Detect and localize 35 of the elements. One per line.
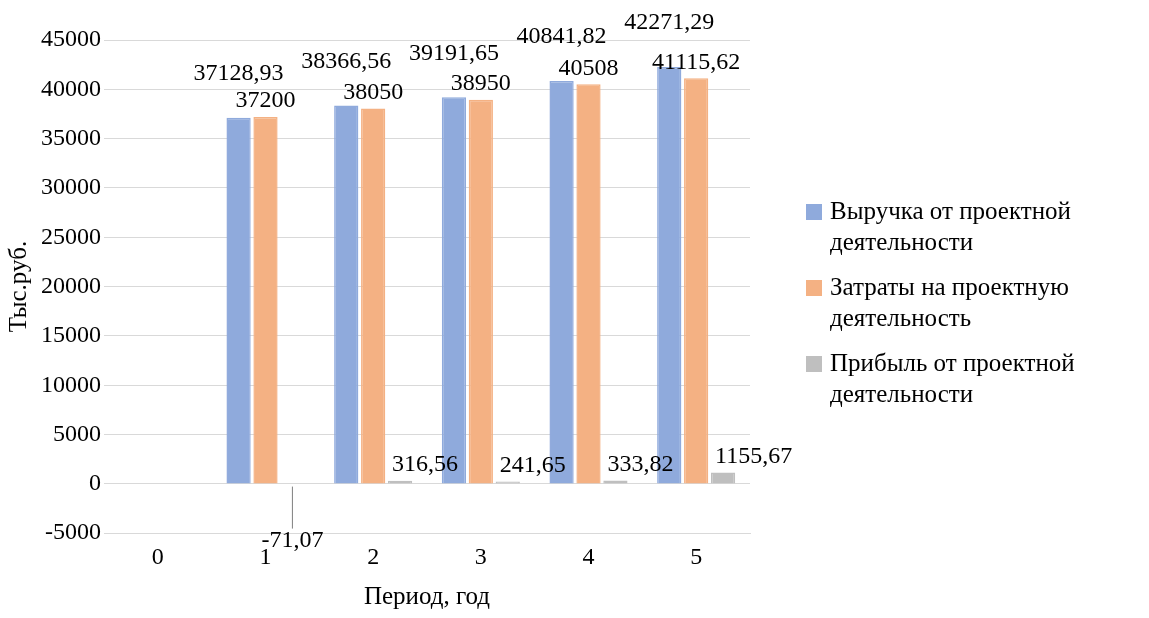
data-label: 42271,29 [624, 8, 715, 35]
data-label: 38950 [450, 68, 511, 95]
data-label: 38050 [343, 77, 404, 104]
data-label: 40841,82 [516, 22, 607, 49]
y-tick-label: 45000 [41, 25, 101, 52]
y-tick-label: -5000 [45, 518, 101, 545]
y-tick-label: 0 [89, 469, 101, 496]
y-tick-label: 40000 [41, 74, 101, 101]
y-tick-label: 35000 [41, 123, 101, 150]
x-tick-label: 4 [582, 542, 595, 569]
x-axis-title: Период, год [363, 581, 491, 609]
legend-label: Прибыль от проектной деятельности [830, 348, 1076, 409]
x-tick-label: 2 [367, 542, 380, 569]
data-label: 38366,56 [301, 46, 392, 73]
y-axis-title: Тыс.руб. [3, 240, 31, 333]
data-label: 333,82 [607, 449, 674, 476]
y-tick-label: 30000 [41, 173, 101, 200]
y-tick-label: 5000 [53, 419, 101, 446]
y-tick-label: 20000 [41, 271, 101, 298]
data-label: 37128,93 [193, 58, 284, 85]
data-label: 39191,65 [408, 38, 499, 65]
x-tick-label: 3 [474, 542, 487, 569]
y-tick-label: 15000 [41, 321, 101, 348]
data-label: 41115,62 [652, 47, 741, 74]
x-tick-label: 0 [151, 542, 164, 569]
legend-label: Выручка от проектной деятельности [830, 196, 1072, 257]
data-label: 37200 [235, 86, 296, 113]
legend-label: Затраты на проектную деятельность [830, 272, 1070, 333]
y-tick-label: 25000 [41, 222, 101, 249]
x-tick-label: 5 [690, 542, 703, 569]
data-label: 316,56 [392, 450, 459, 477]
data-label: 1155,67 [715, 441, 793, 468]
data-label: 40508 [558, 53, 619, 80]
data-label: 241,65 [499, 450, 566, 477]
y-tick-label: 10000 [41, 370, 101, 397]
